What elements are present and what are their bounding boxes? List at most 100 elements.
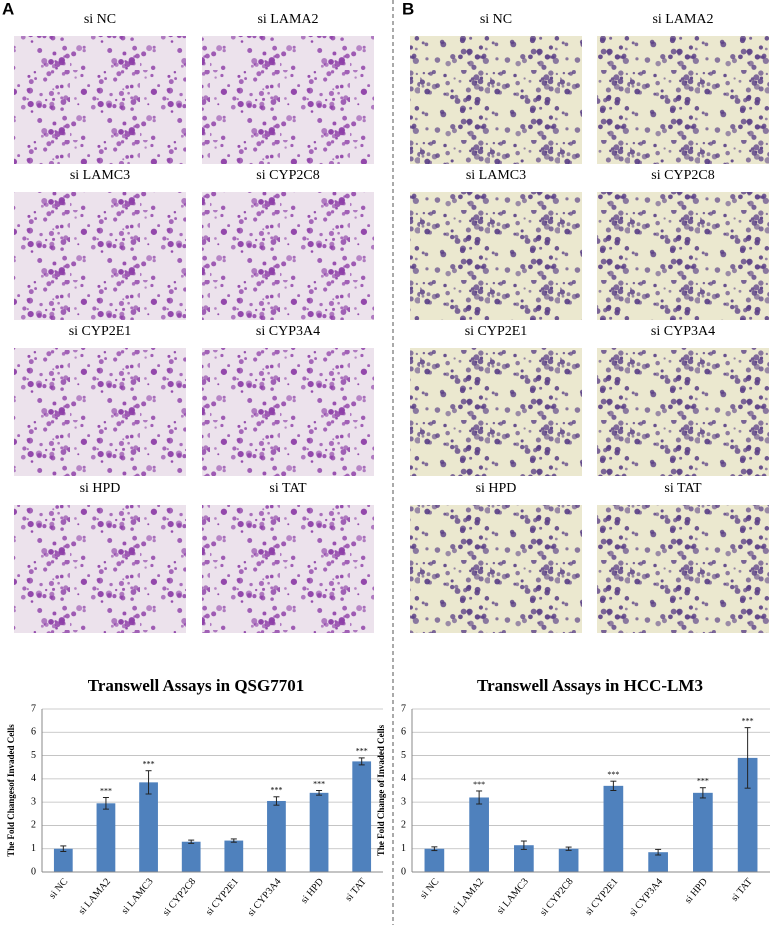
chart-title: Transwell Assays in HCC-LM3 xyxy=(477,676,703,695)
bar xyxy=(181,841,201,872)
bar xyxy=(53,848,73,872)
y-tick-label: 3 xyxy=(401,796,406,807)
x-tick-label: si CYP2C8 xyxy=(161,876,199,918)
error-bar xyxy=(565,846,572,851)
micrograph xyxy=(202,36,374,164)
x-tick-label: si HPD xyxy=(299,876,326,905)
significance-label: *** xyxy=(697,777,709,786)
image-caption: si TAT xyxy=(269,481,307,496)
x-tick-label: si NC xyxy=(418,876,441,901)
error-bar xyxy=(431,846,438,852)
panel-label: B xyxy=(402,0,414,18)
x-tick-label: si LAMC3 xyxy=(120,876,156,916)
micrograph xyxy=(202,348,374,476)
significance-label: *** xyxy=(313,779,325,788)
bar xyxy=(693,792,713,872)
error-bar xyxy=(188,839,195,844)
y-axis-label: The Fold Change of Invaded Cells xyxy=(376,724,386,856)
y-tick-label: 1 xyxy=(401,843,406,854)
error-bar xyxy=(358,757,365,766)
bar xyxy=(224,840,244,872)
y-tick-label: 3 xyxy=(31,796,36,807)
micrograph xyxy=(597,36,769,164)
micrograph xyxy=(202,192,374,320)
x-tick-label: si CYP3A4 xyxy=(246,876,284,918)
y-tick-label: 0 xyxy=(401,866,406,877)
x-tick-label: si LAMC3 xyxy=(495,876,531,916)
error-bar xyxy=(610,780,617,791)
image-caption: si LAMA2 xyxy=(257,12,318,27)
bar xyxy=(96,803,116,872)
image-caption: si LAMA2 xyxy=(652,12,713,27)
error-bar xyxy=(520,840,527,850)
error-bar xyxy=(102,796,109,810)
micrograph xyxy=(597,192,769,320)
error-bar xyxy=(273,796,280,806)
y-tick-label: 2 xyxy=(401,820,406,831)
error-bar xyxy=(230,838,237,843)
image-caption: si CYP2E1 xyxy=(69,324,132,339)
significance-label: *** xyxy=(742,716,754,725)
image-caption: si CYP2E1 xyxy=(465,324,528,339)
x-tick-label: si TAT xyxy=(729,876,754,903)
micrograph xyxy=(410,192,582,320)
bar xyxy=(424,848,445,872)
y-tick-label: 4 xyxy=(31,773,36,784)
micrograph xyxy=(14,192,186,320)
y-tick-label: 4 xyxy=(401,773,406,784)
bar xyxy=(514,845,534,872)
significance-label: *** xyxy=(100,786,112,795)
image-caption: si TAT xyxy=(664,481,702,496)
micrograph xyxy=(597,348,769,476)
chart-title: Transwell Assays in QSG7701 xyxy=(88,676,304,695)
error-bar xyxy=(145,770,152,795)
micrograph xyxy=(597,505,769,633)
error-bar xyxy=(476,790,483,805)
y-tick-label: 7 xyxy=(401,703,406,714)
y-tick-label: 1 xyxy=(31,843,36,854)
error-bar xyxy=(316,790,323,796)
y-tick-label: 2 xyxy=(31,820,36,831)
image-caption: si HPD xyxy=(80,481,121,496)
x-tick-label: si CYP2E1 xyxy=(583,876,620,917)
y-axis-label: The Fold Changesof Invaded Cells xyxy=(6,724,16,857)
y-tick-label: 6 xyxy=(401,727,406,738)
bar xyxy=(737,757,758,872)
significance-label: *** xyxy=(270,786,282,795)
x-tick-label: si NC xyxy=(47,876,70,901)
significance-label: *** xyxy=(143,760,155,769)
micrograph xyxy=(14,36,186,164)
image-caption: si LAMC3 xyxy=(466,168,526,183)
image-caption: si LAMC3 xyxy=(70,168,130,183)
error-bar xyxy=(699,787,706,799)
micrograph xyxy=(410,36,582,164)
image-caption: si CYP2C8 xyxy=(256,168,319,183)
x-tick-label: si CYP2C8 xyxy=(538,876,576,918)
image-caption: si CYP3A4 xyxy=(651,324,715,339)
image-caption: si CYP2C8 xyxy=(651,168,714,183)
x-tick-label: si LAMA2 xyxy=(77,876,113,916)
x-tick-label: si LAMA2 xyxy=(450,876,486,916)
bar xyxy=(267,800,286,872)
x-tick-label: si TAT xyxy=(343,876,368,903)
y-tick-label: 7 xyxy=(31,703,36,714)
error-bar xyxy=(744,727,751,789)
micrograph xyxy=(202,505,374,633)
x-tick-label: si CYP2E1 xyxy=(204,876,241,917)
image-caption: si NC xyxy=(84,12,116,27)
bar xyxy=(558,848,579,872)
x-tick-label: si CYP3A4 xyxy=(627,876,665,918)
image-caption: si CYP3A4 xyxy=(256,324,320,339)
bar xyxy=(648,852,668,872)
image-caption: si HPD xyxy=(476,481,517,496)
error-bar xyxy=(60,845,67,853)
y-tick-label: 5 xyxy=(401,750,406,761)
image-caption: si NC xyxy=(480,12,512,27)
micrograph xyxy=(14,348,186,476)
bar xyxy=(603,785,624,872)
micrograph xyxy=(410,348,582,476)
y-tick-label: 5 xyxy=(31,750,36,761)
significance-label: *** xyxy=(356,747,368,756)
